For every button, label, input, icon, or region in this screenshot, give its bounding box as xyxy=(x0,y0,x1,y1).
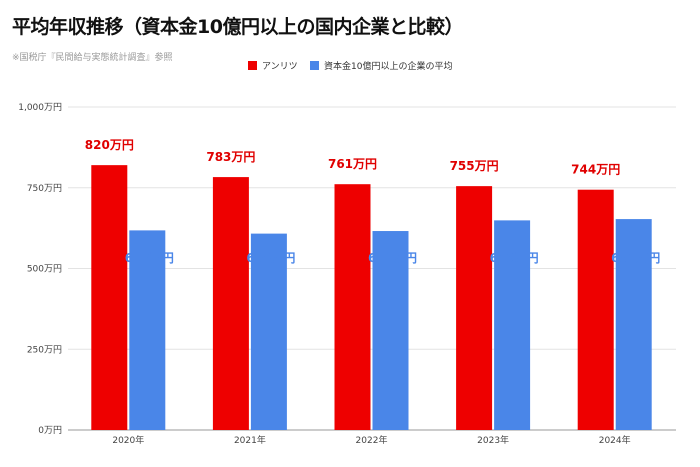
y-tick-label: 0万円 xyxy=(38,425,62,436)
data-label-anritsu-1: 820万円 xyxy=(85,138,134,152)
bars xyxy=(91,165,652,430)
bar-average-3 xyxy=(372,231,409,430)
data-label-average-5: 653万円 xyxy=(611,251,660,265)
legend-label-1: アンリツ xyxy=(262,62,298,72)
y-tick-label: 250万円 xyxy=(27,344,62,355)
bar-anritsu-2 xyxy=(212,177,249,430)
x-tick-label: 2022年 xyxy=(356,434,388,446)
bar-average-5 xyxy=(615,219,652,430)
data-label-anritsu-2: 783万円 xyxy=(206,150,255,164)
x-tick-label: 2023年 xyxy=(477,434,509,446)
bar-average-1 xyxy=(129,230,166,430)
x-tick-label: 2020年 xyxy=(112,434,144,446)
data-label-anritsu-4: 755万円 xyxy=(450,159,499,173)
bar-anritsu-1 xyxy=(91,165,128,430)
y-tick-label: 750万円 xyxy=(27,183,62,194)
data-label-average-2: 608万円 xyxy=(246,251,295,265)
data-label-average-1: 618万円 xyxy=(125,251,174,265)
x-axis: 2020年 2021年 2022年 2023年 2024年 xyxy=(112,434,630,446)
bar-average-2 xyxy=(250,233,287,430)
x-tick-label: 2024年 xyxy=(599,434,631,446)
data-label-anritsu-5: 744万円 xyxy=(571,163,620,177)
y-tick-label: 1,000万円 xyxy=(18,102,62,113)
y-axis: 0万円 250万円 500万円 750万円 1,000万円 xyxy=(18,102,62,436)
legend-swatch-1 xyxy=(248,61,257,70)
legend-label-2: 資本金10億円以上の企業の平均 xyxy=(324,60,452,72)
bar-anritsu-4 xyxy=(456,186,493,430)
bar-anritsu-5 xyxy=(577,189,614,430)
data-label-anritsu-3: 761万円 xyxy=(328,157,377,171)
legend-swatch-2 xyxy=(310,61,319,70)
x-tick-label: 2021年 xyxy=(234,434,266,446)
y-tick-label: 500万円 xyxy=(27,264,62,275)
data-label-average-4: 649万円 xyxy=(490,251,539,265)
chart-title: 平均年収推移（資本金10億円以上の国内企業と比較） xyxy=(12,16,463,38)
grid-lines xyxy=(68,106,676,431)
bar-average-4 xyxy=(494,220,531,430)
chart-subtitle: ※国税庁『民間給与実態統計調査』参照 xyxy=(12,53,173,63)
data-labels: 820万円 618万円 783万円 608万円 761万円 616万円 755万円 649万円… xyxy=(85,138,660,265)
legend: アンリツ 資本金10億円以上の企業の平均 xyxy=(248,60,452,72)
bar-anritsu-3 xyxy=(334,184,371,430)
data-label-average-3: 616万円 xyxy=(368,251,417,265)
